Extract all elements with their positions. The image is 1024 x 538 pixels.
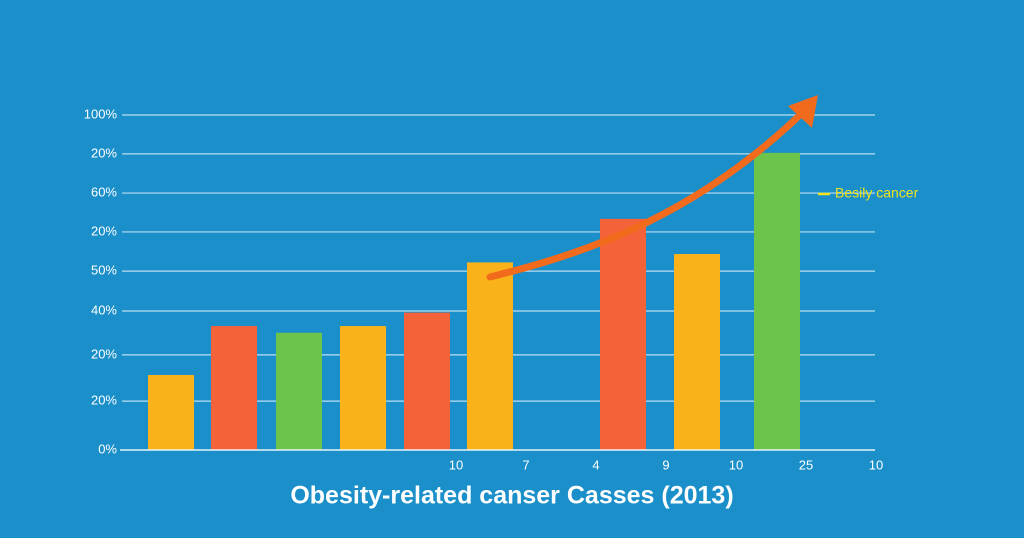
bar	[674, 254, 720, 450]
x-tick-label: 7	[522, 457, 529, 472]
y-tick-label: 100%	[84, 106, 118, 121]
bar	[276, 332, 322, 450]
y-tick-label: 0%	[98, 441, 117, 456]
x-tick-label: 25	[799, 457, 813, 472]
y-tick-label: 50%	[91, 263, 117, 278]
bar	[148, 374, 194, 450]
y-tick-label: 60%	[91, 184, 117, 199]
bar	[404, 312, 450, 450]
y-tick-label: 20%	[91, 346, 117, 361]
arrow-head	[788, 95, 818, 128]
chart-title: Obesity-related canser Casses (2013)	[290, 482, 733, 510]
x-tick-label: 10	[729, 457, 743, 472]
bar	[600, 218, 646, 450]
legend-label: Besily cancer	[835, 185, 919, 201]
bar	[211, 326, 257, 450]
bar	[467, 262, 513, 450]
x-tick-label: 10	[449, 457, 463, 472]
grid: 0% 20% 20% 40% 50% 20% 60% 20% 100%	[84, 106, 875, 456]
x-tick-label: 10	[869, 457, 883, 472]
trend-arrow	[486, 111, 804, 281]
x-tick-label: 9	[662, 457, 669, 472]
bars	[148, 152, 800, 451]
y-tick-label: 40%	[91, 302, 117, 317]
bar	[340, 326, 386, 450]
y-tick-label: 20%	[91, 393, 117, 408]
x-tick-label: 4	[592, 457, 599, 472]
bar	[754, 152, 800, 451]
y-tick-label: 20%	[91, 223, 117, 238]
y-tick-label: 20%	[91, 145, 117, 160]
